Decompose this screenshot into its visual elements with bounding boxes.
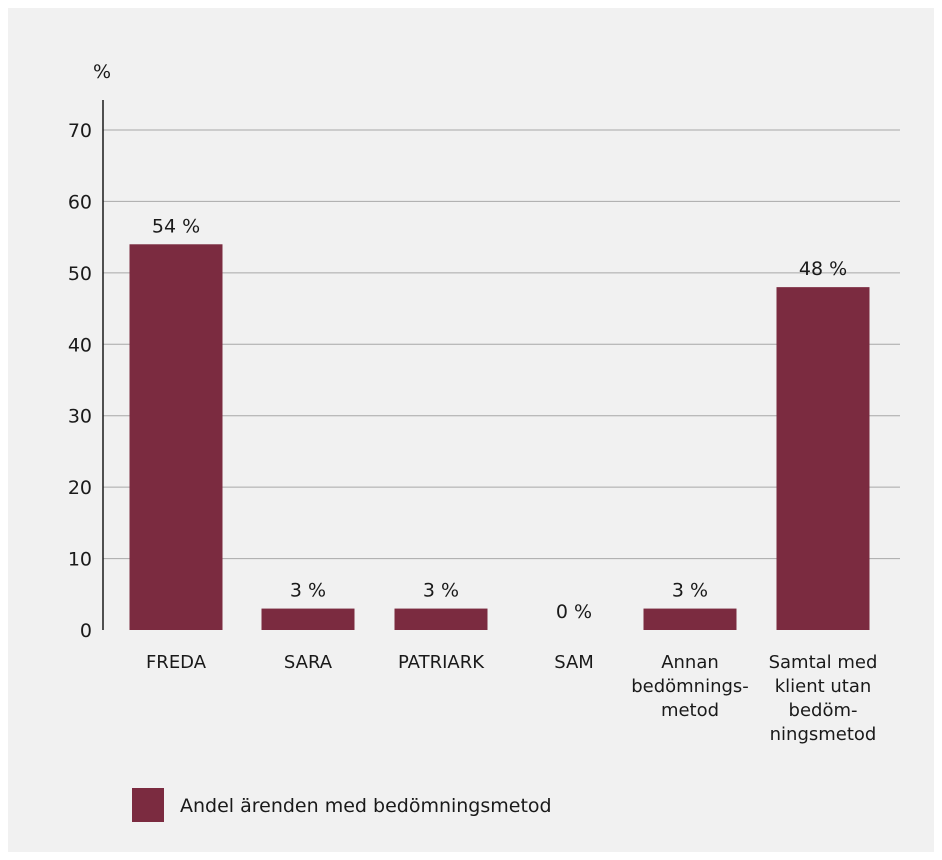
bar-2 [394,608,488,630]
y-tick-label-20: 20 [68,477,92,499]
y-tick-label-70: 70 [68,120,92,142]
data-label-2: 3 % [423,580,459,602]
category-label-1: SARA [284,652,333,673]
bars [129,244,870,631]
data-label-5: 48 % [799,258,847,280]
category-label-3: SAM [554,652,594,673]
bar-4 [643,608,737,630]
category-label-2: PATRIARK [398,652,485,673]
bar-0 [129,244,223,631]
category-label-5: Samtal med klient utan bedöm-ningsmetod [769,652,878,745]
data-label-1: 3 % [290,580,326,602]
data-labels: 54 % 3 % 3 % 0 % 3 % 48 % [152,215,847,623]
y-axis-ticks: 0 10 20 30 40 50 60 70 [68,120,92,642]
y-tick-label-30: 30 [68,406,92,428]
y-tick-label-50: 50 [68,263,92,285]
y-tick-label-0: 0 [80,620,92,642]
y-axis-unit: % [93,61,111,83]
legend-label: Andel ärenden med bedömningsmetod [180,795,552,817]
y-tick-label-60: 60 [68,191,92,213]
legend-swatch [132,788,164,822]
bar-1 [261,608,355,630]
x-axis-categories: FREDA SARA PATRIARK SAM Annan bedömnings-meto… [146,652,877,745]
data-label-3: 0 % [556,601,592,623]
category-label-4: Annan bedömnings-metod [631,652,749,721]
gridlines [103,129,900,560]
y-tick-label-40: 40 [68,334,92,356]
data-label-0: 54 % [152,215,200,237]
bar-5 [776,287,870,630]
y-tick-label-10: 10 [68,549,92,571]
category-label-0: FREDA [146,652,207,673]
data-label-4: 3 % [672,580,708,602]
